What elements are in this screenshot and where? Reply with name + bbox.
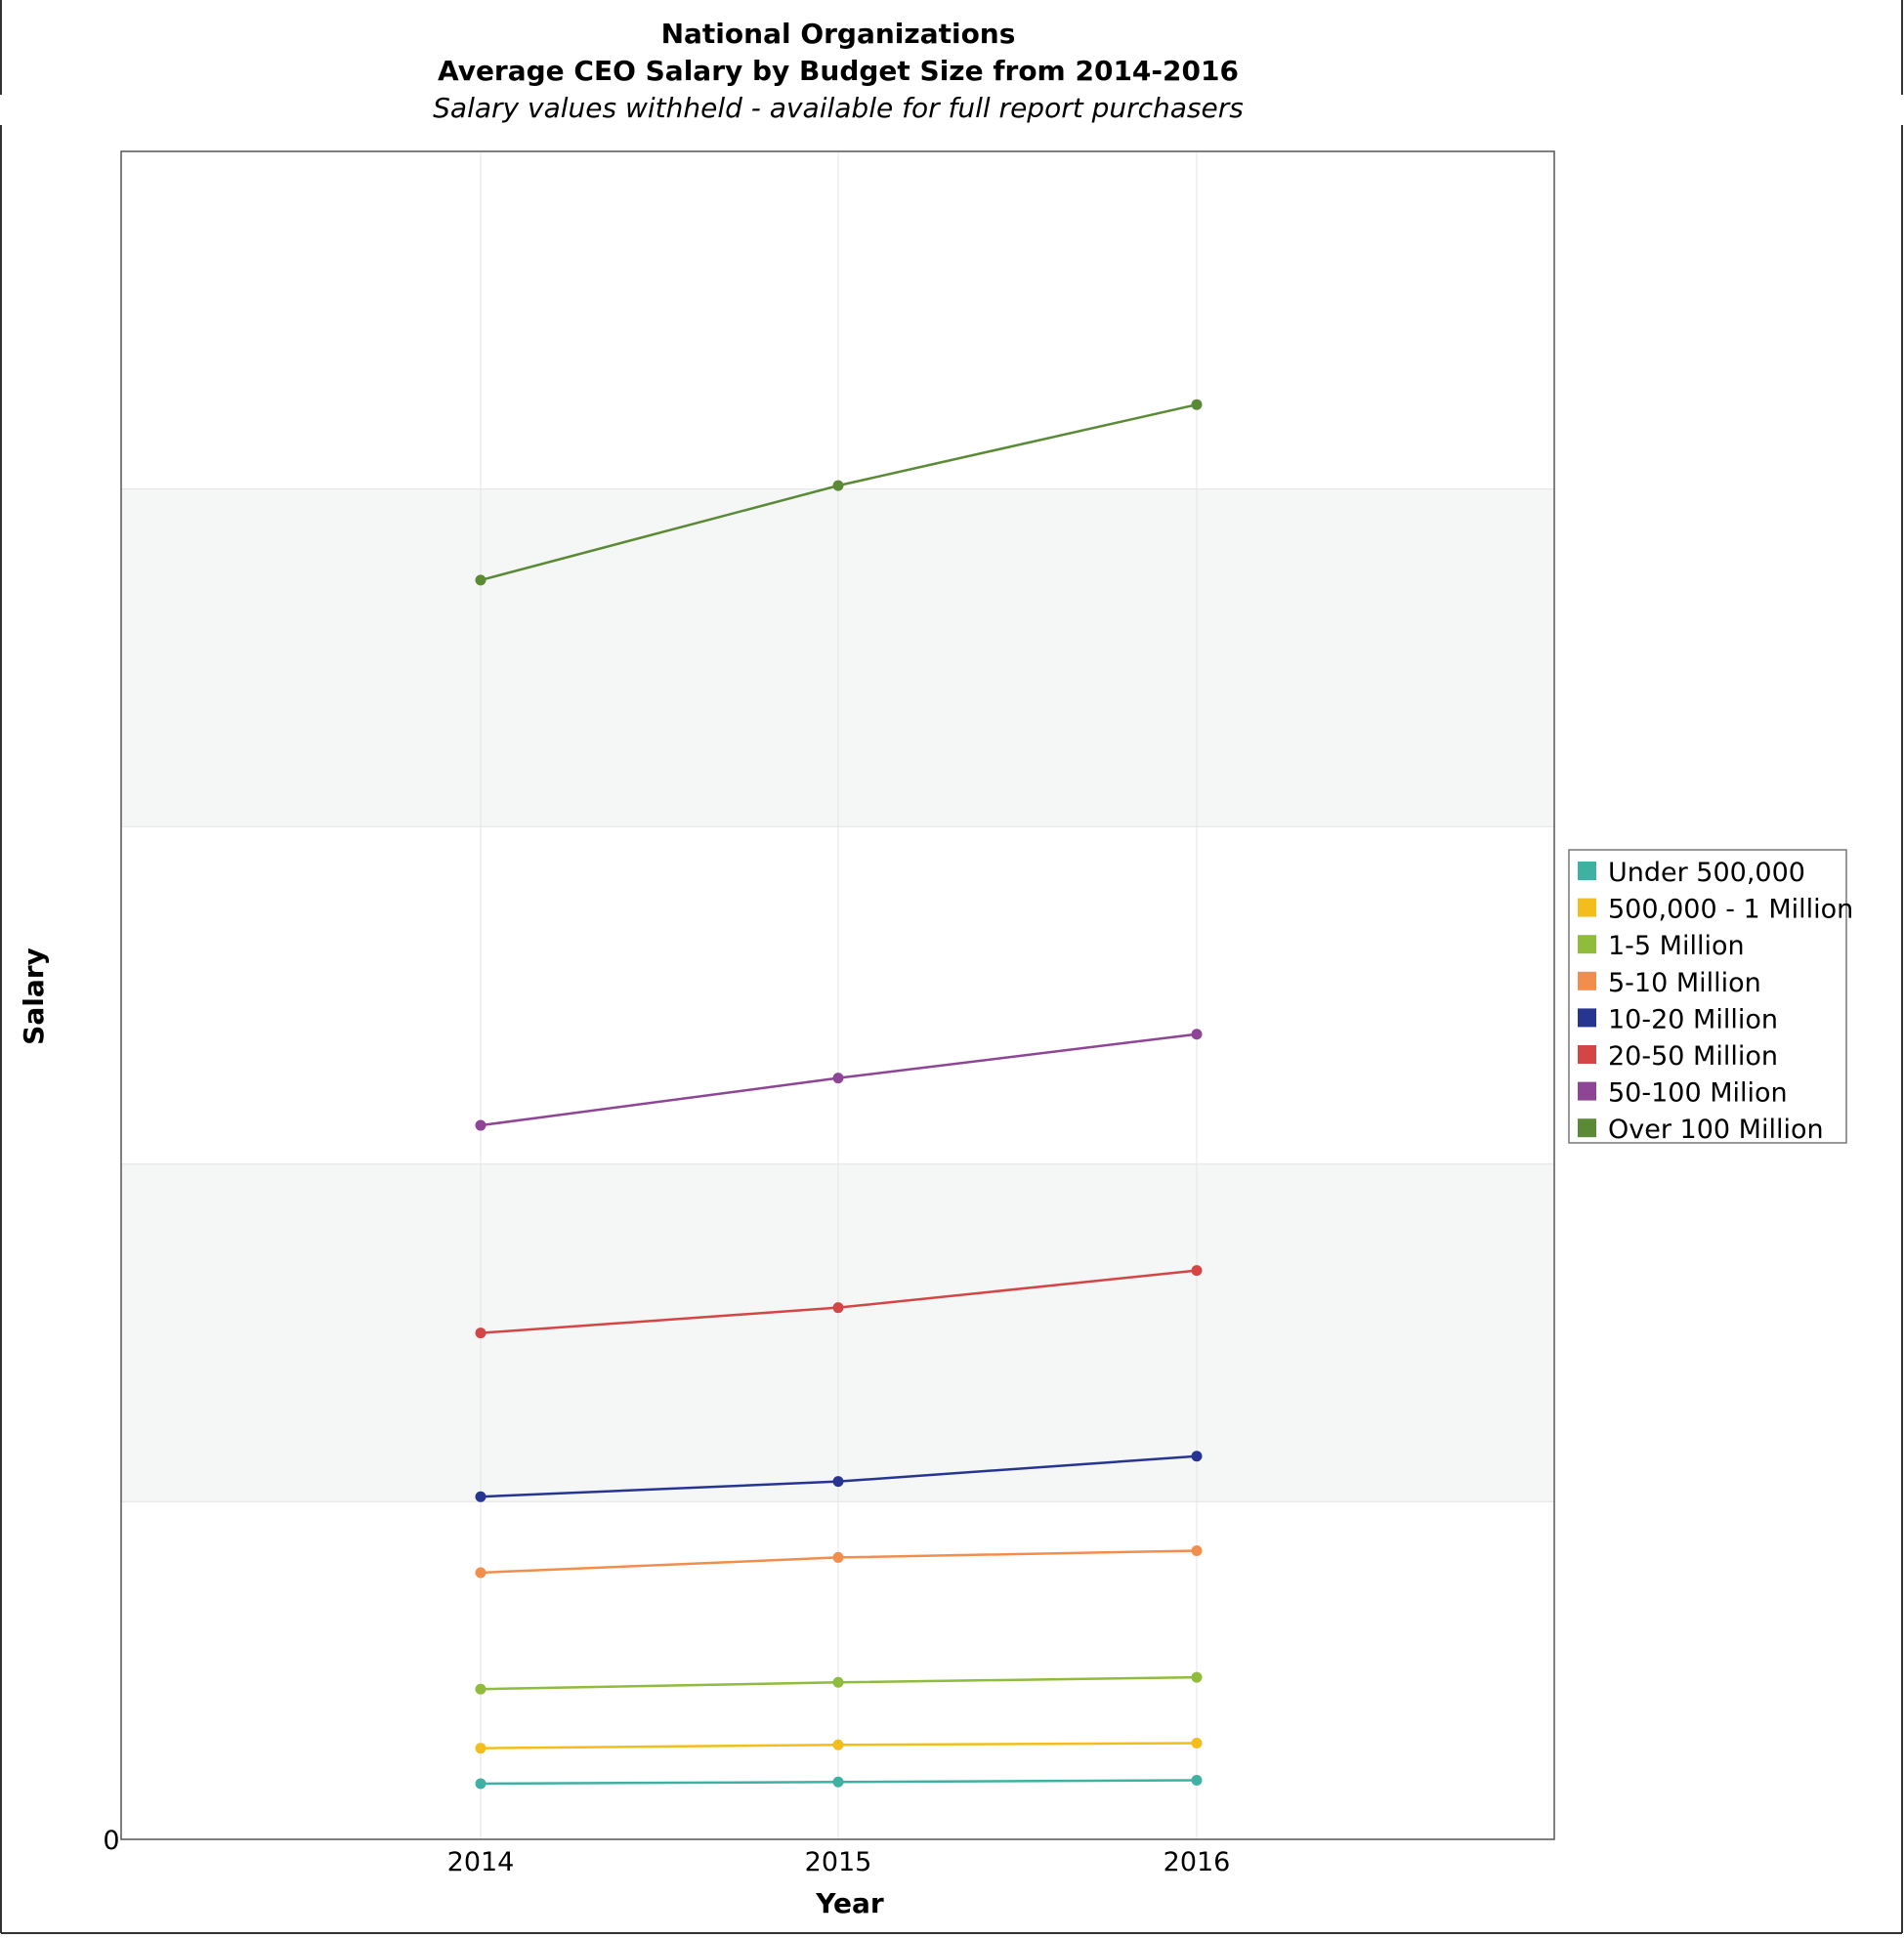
legend-swatch xyxy=(1578,862,1596,880)
legend-label: 10-20 Million xyxy=(1608,1004,1778,1034)
legend-swatch xyxy=(1578,1118,1596,1138)
data-point xyxy=(1191,1265,1203,1277)
chart-title: National Organizations xyxy=(661,18,1016,50)
legend-box xyxy=(1568,849,1847,1144)
data-point xyxy=(475,1567,487,1579)
legend-label: 500,000 - 1 Million xyxy=(1608,895,1853,925)
x-tick-labels: 2014 2015 2016 xyxy=(447,1847,1231,1877)
legend-swatch xyxy=(1578,1045,1596,1064)
x-axis-label: Year xyxy=(815,1887,884,1919)
chart-subtitle: Salary values withheld - available for f… xyxy=(433,92,1244,124)
legend-swatch xyxy=(1578,971,1596,990)
chart-title-line2: Average CEO Salary by Budget Size from 2… xyxy=(438,55,1239,87)
legend: Under 500,000 500,000 - 1 Million 1-5 Mill… xyxy=(1568,849,1853,1145)
data-point xyxy=(832,1739,844,1750)
data-point xyxy=(475,1327,487,1339)
data-point xyxy=(832,1476,844,1488)
data-point xyxy=(475,1119,487,1131)
grid-lines xyxy=(121,151,1554,1839)
legend-label: Over 100 Million xyxy=(1608,1115,1824,1145)
data-point xyxy=(1191,399,1203,410)
legend-label: 5-10 Million xyxy=(1608,968,1761,998)
data-point xyxy=(475,1491,487,1502)
legend-swatch xyxy=(1578,898,1596,917)
x-tick-label: 2015 xyxy=(805,1847,872,1877)
data-point xyxy=(832,1073,844,1084)
legend-swatch xyxy=(1578,935,1596,954)
legend-label: 20-50 Million xyxy=(1608,1041,1778,1072)
legend-swatch xyxy=(1578,1081,1596,1101)
data-point xyxy=(1191,1738,1203,1749)
data-point xyxy=(832,1302,844,1314)
data-point xyxy=(475,1683,487,1695)
data-point xyxy=(1191,1775,1203,1787)
legend-swatch xyxy=(1578,1008,1596,1028)
data-point xyxy=(832,1551,844,1563)
data-point xyxy=(475,574,487,586)
data-point xyxy=(1191,1545,1203,1557)
data-point xyxy=(475,1743,487,1754)
y-tick-labels: 0 xyxy=(103,1826,119,1856)
series-points xyxy=(475,399,1203,1790)
x-tick-label: 2014 xyxy=(447,1847,515,1877)
data-point xyxy=(832,480,844,491)
data-point xyxy=(1191,1451,1203,1462)
data-point xyxy=(832,1676,844,1688)
data-point xyxy=(1191,1671,1203,1683)
legend-label: Under 500,000 xyxy=(1608,858,1805,888)
plot-border xyxy=(120,150,1555,1840)
data-point xyxy=(1191,1029,1203,1040)
legend-items: Under 500,000 500,000 - 1 Million 1-5 Mill… xyxy=(1578,858,1853,1145)
y-tick-label: 0 xyxy=(103,1826,119,1856)
y-axis-label: Salary xyxy=(18,948,50,1045)
data-point xyxy=(475,1778,487,1790)
x-tick-label: 2016 xyxy=(1164,1847,1231,1877)
legend-label: 1-5 Million xyxy=(1608,931,1745,961)
data-point xyxy=(832,1776,844,1788)
legend-label: 50-100 Milion xyxy=(1608,1078,1788,1109)
